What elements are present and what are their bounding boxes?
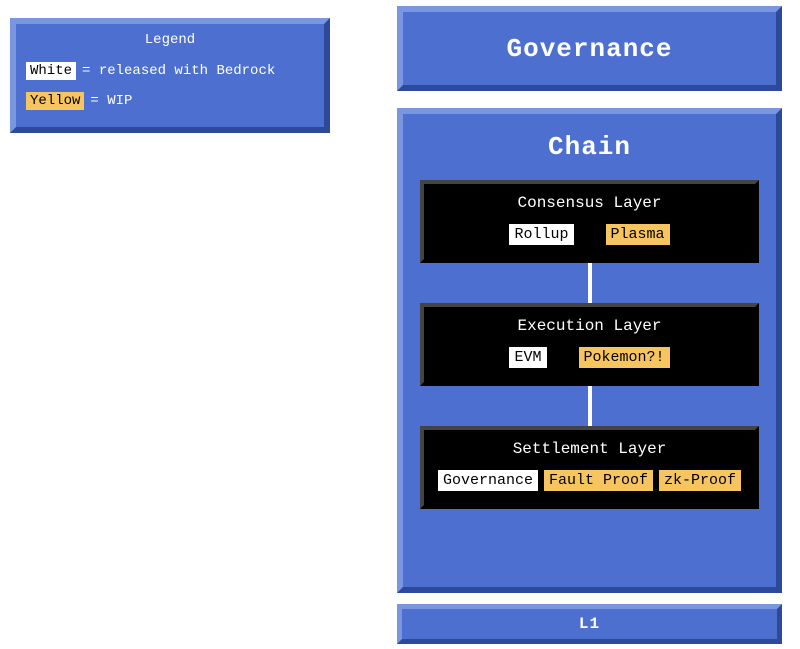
tag-zk-proof: zk-Proof — [659, 470, 741, 491]
execution-layer-tags: EVM Pokemon?! — [434, 347, 745, 368]
execution-layer-title: Execution Layer — [434, 317, 745, 335]
governance-title: Governance — [506, 34, 672, 64]
tag-rollup: Rollup — [509, 224, 573, 245]
connector-2 — [588, 386, 592, 426]
tag-plasma: Plasma — [606, 224, 670, 245]
consensus-layer-title: Consensus Layer — [434, 194, 745, 212]
consensus-layer-tags: Rollup Plasma — [434, 224, 745, 245]
execution-layer: Execution Layer EVM Pokemon?! — [420, 303, 759, 386]
l1-panel: L1 — [397, 604, 782, 644]
tag-governance: Governance — [438, 470, 538, 491]
chain-title: Chain — [420, 132, 759, 162]
legend-tag-yellow: Yellow — [26, 92, 84, 110]
legend-row-white: White = released with Bedrock — [26, 62, 314, 80]
legend-panel: Legend White = released with Bedrock Yel… — [10, 18, 330, 133]
chain-panel: Chain Consensus Layer Rollup Plasma Exec… — [397, 108, 782, 593]
consensus-layer: Consensus Layer Rollup Plasma — [420, 180, 759, 263]
settlement-layer-title: Settlement Layer — [434, 440, 745, 458]
legend-desc-yellow: = WIP — [90, 93, 132, 109]
l1-title: L1 — [579, 615, 600, 633]
legend-row-yellow: Yellow = WIP — [26, 92, 314, 110]
settlement-layer: Settlement Layer Governance Fault Proof … — [420, 426, 759, 509]
legend-title: Legend — [26, 32, 314, 48]
settlement-layer-tags: Governance Fault Proof zk-Proof — [434, 470, 745, 491]
governance-panel: Governance — [397, 6, 782, 91]
connector-1 — [588, 263, 592, 303]
legend-tag-white: White — [26, 62, 76, 80]
legend-desc-white: = released with Bedrock — [82, 63, 275, 79]
tag-evm: EVM — [509, 347, 546, 368]
tag-fault-proof: Fault Proof — [544, 470, 653, 491]
tag-pokemon: Pokemon?! — [579, 347, 670, 368]
